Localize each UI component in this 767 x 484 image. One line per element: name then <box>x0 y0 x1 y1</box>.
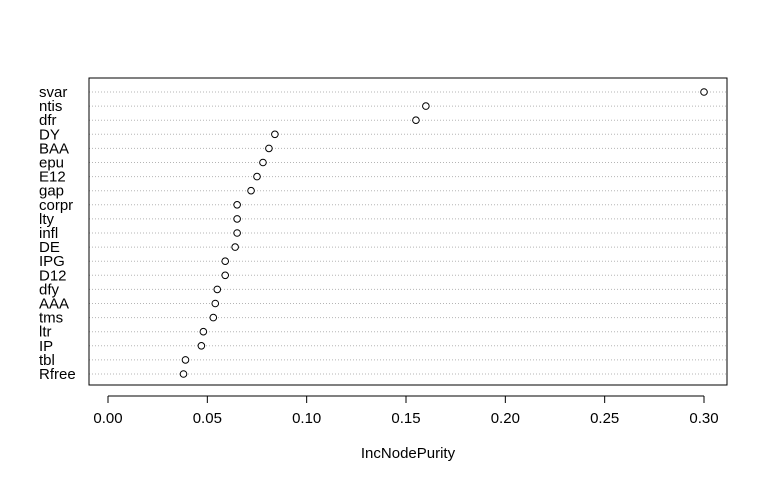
y-tick-label: DY <box>39 126 60 143</box>
data-point <box>233 229 241 237</box>
y-tick-label: dfy <box>39 281 60 298</box>
x-axis-label: IncNodePurity <box>361 445 456 462</box>
data-point <box>271 130 279 139</box>
y-tick-label: lty <box>39 211 55 228</box>
y-tick-label: epu <box>39 155 64 172</box>
y-tick-label: svar <box>39 84 67 101</box>
y-tick-label: gap <box>39 183 64 200</box>
data-point <box>412 116 420 124</box>
data-point <box>422 102 430 110</box>
x-tick-label: 0.15 <box>391 410 420 427</box>
x-tick-label: 0.10 <box>292 410 321 427</box>
y-tick-label: IP <box>39 338 53 355</box>
y-tick-label: AAA <box>39 296 69 313</box>
y-tick-label: DE <box>39 239 60 256</box>
grid-lines <box>89 91 727 375</box>
data-points <box>179 88 708 378</box>
y-tick-label: ltr <box>39 324 52 341</box>
data-point <box>209 313 218 322</box>
data-point <box>199 327 208 336</box>
data-point <box>211 299 220 308</box>
data-point <box>700 88 708 96</box>
data-point <box>181 356 190 364</box>
y-tick-label: IPG <box>39 253 65 270</box>
y-tick-label: ntis <box>39 98 62 115</box>
y-tick-label: E12 <box>39 169 66 186</box>
y-tick-labels: svarntisdfrDYBAAepuE12gapcorprltyinflDEI… <box>39 84 76 383</box>
y-tick-label: dfr <box>39 112 57 129</box>
data-point <box>221 271 230 280</box>
data-point <box>247 186 255 195</box>
y-tick-label: Rfree <box>39 366 76 383</box>
data-point <box>233 201 241 209</box>
data-point <box>221 257 230 266</box>
data-point <box>265 144 273 153</box>
plot-frame <box>88 77 728 386</box>
data-point <box>213 285 222 294</box>
x-tick-label: 0.05 <box>193 410 222 427</box>
y-tick-label: tbl <box>39 352 55 369</box>
x-axis: 0.00 0.05 0.10 0.15 0.20 0.25 0.30 <box>93 395 719 427</box>
data-point <box>231 243 239 251</box>
data-point <box>197 342 206 350</box>
x-tick-label: 0.30 <box>689 410 718 427</box>
data-point <box>259 158 267 167</box>
y-tick-label: infl <box>39 225 58 242</box>
x-tick-label: 0.20 <box>491 410 520 427</box>
y-tick-label: corpr <box>39 197 73 214</box>
data-point <box>253 172 261 181</box>
data-point <box>179 370 188 378</box>
y-tick-label: BAA <box>39 140 69 157</box>
x-tick-label: 0.00 <box>93 410 122 427</box>
x-tick-label: 0.25 <box>590 410 619 427</box>
y-tick-label: D12 <box>39 267 67 284</box>
y-tick-label: tms <box>39 310 63 327</box>
data-point <box>233 215 241 223</box>
